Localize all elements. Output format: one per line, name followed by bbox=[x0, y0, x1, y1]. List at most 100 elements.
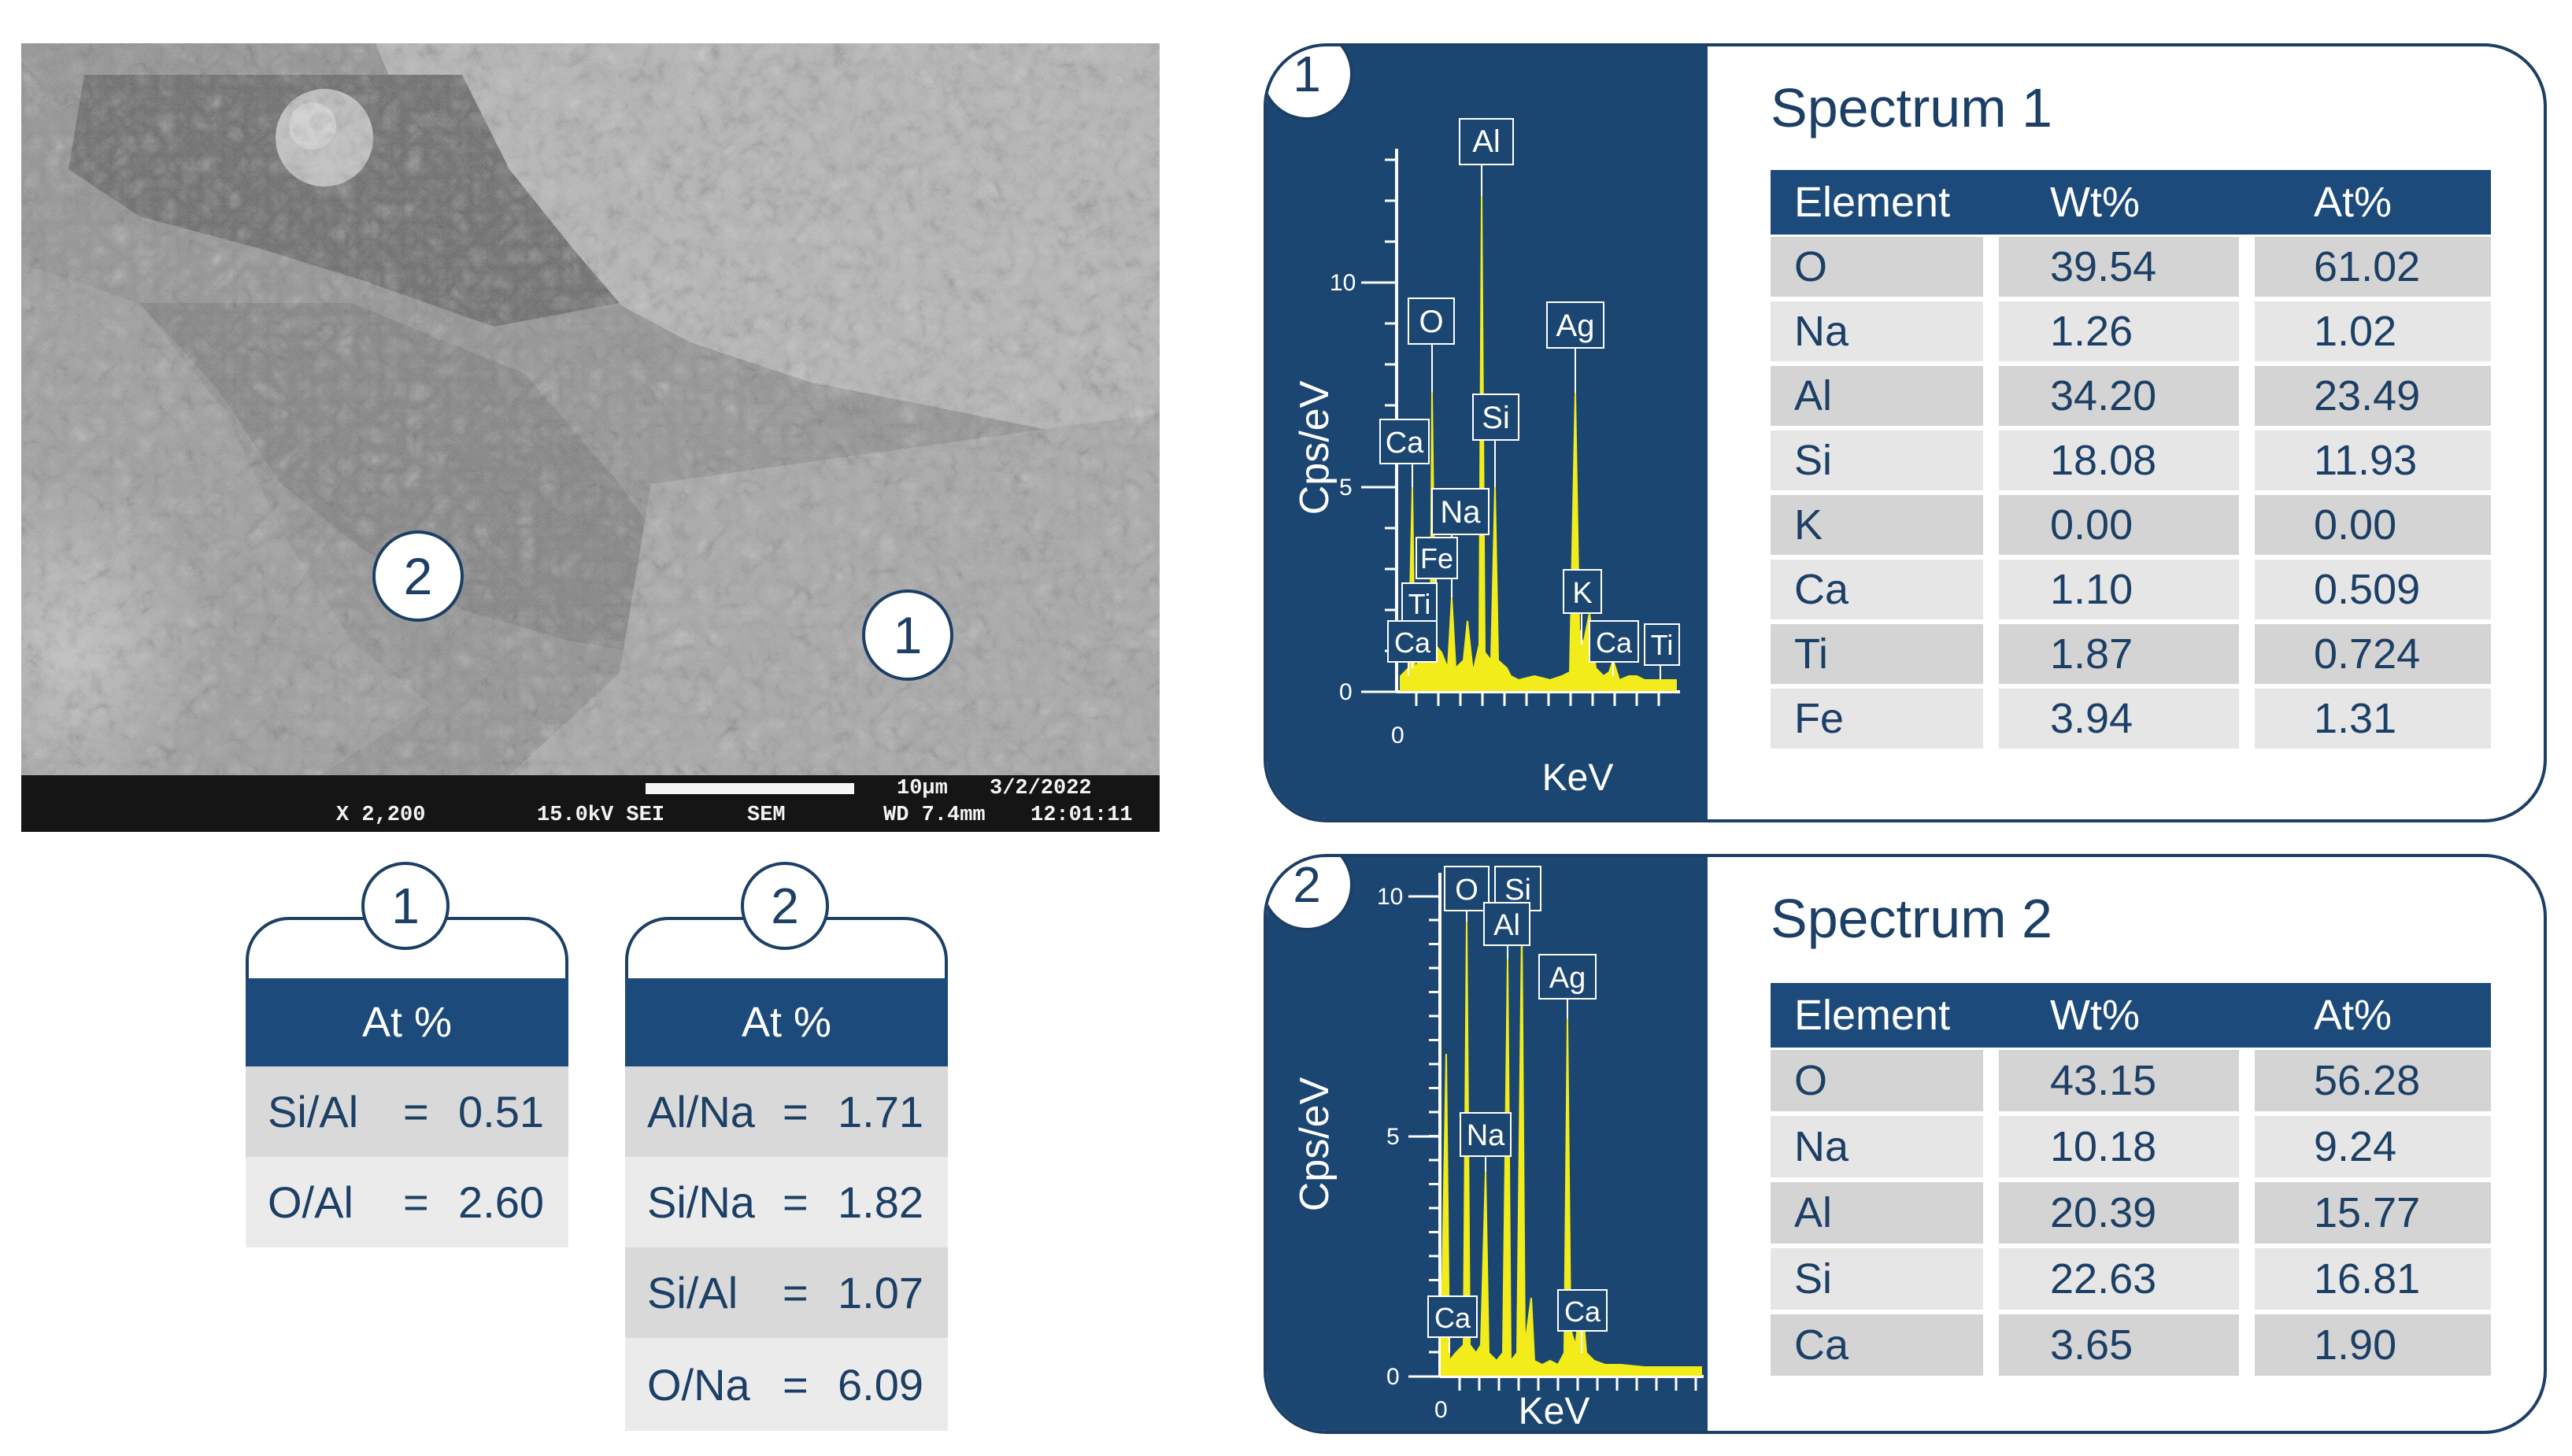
wt-cell: 3.94 bbox=[1999, 689, 2239, 748]
wd-label: WD 7.4mm bbox=[883, 804, 986, 827]
ratio-eq: = bbox=[783, 1359, 809, 1410]
y-tick-label: 0 bbox=[1386, 1364, 1400, 1390]
ratio-table-2-row: O/Na = 6.09 bbox=[625, 1338, 948, 1431]
y-tick-label: 10 bbox=[1330, 270, 1356, 296]
sem-image-texture bbox=[21, 43, 1160, 775]
at-cell: 0.509 bbox=[2255, 560, 2491, 619]
peak-label-na: Na bbox=[1460, 1112, 1512, 1172]
peak-label-o: O bbox=[1444, 866, 1490, 922]
y-tick-label: 5 bbox=[1339, 475, 1353, 501]
at-cell: 9.24 bbox=[2255, 1116, 2491, 1177]
ratio-label: O/Na bbox=[647, 1359, 750, 1410]
ratio-value: 1.71 bbox=[838, 1087, 923, 1136]
svg-text:Ag: Ag bbox=[1549, 962, 1586, 995]
x-axis-label: KeV bbox=[1542, 757, 1614, 799]
svg-text:Ti: Ti bbox=[1651, 629, 1674, 661]
at-cell: 1.31 bbox=[2255, 689, 2491, 748]
peak-label-ag: Ag bbox=[1538, 954, 1597, 1018]
element-cell: Fe bbox=[1771, 689, 1983, 748]
ratio-value: 6.09 bbox=[838, 1359, 923, 1410]
ratio-label: O/Al bbox=[268, 1177, 353, 1227]
svg-text:Ca: Ca bbox=[1386, 427, 1424, 460]
y-tick-label: 5 bbox=[1386, 1124, 1400, 1150]
spectrum-1-card: 10 5 0 0 KeV Cps/eV Al O Ag bbox=[1264, 43, 2547, 822]
svg-text:O: O bbox=[1455, 874, 1478, 907]
spectrum-1-plot: 10 5 0 0 KeV Cps/eV Al O Ag bbox=[1292, 118, 1680, 799]
at-cell: 15.77 bbox=[2255, 1182, 2491, 1244]
ratio-table-2-header: At % bbox=[625, 978, 948, 1066]
svg-text:Si: Si bbox=[1482, 401, 1510, 435]
y-axis-label: Cps/eV bbox=[1292, 380, 1338, 515]
svg-text:Ti: Ti bbox=[1408, 588, 1431, 620]
peak-label-ca-2: Ca bbox=[1387, 620, 1438, 676]
ratio-value: 1.07 bbox=[838, 1268, 923, 1317]
svg-text:Na: Na bbox=[1467, 1119, 1505, 1152]
y-axis-label: Cps/eV bbox=[1292, 1077, 1338, 1211]
header-element: Element bbox=[1794, 992, 1951, 1039]
svg-text:Ag: Ag bbox=[1556, 309, 1595, 343]
mag-label: X 2,200 bbox=[336, 804, 426, 827]
svg-text:Ca: Ca bbox=[1564, 1295, 1601, 1328]
svg-text:Ca: Ca bbox=[1394, 626, 1431, 659]
spectrum-2-trace bbox=[1441, 919, 1702, 1376]
peak-label-na: Na bbox=[1431, 488, 1490, 597]
at-cell: 0.00 bbox=[2255, 495, 2491, 555]
y-tick-label: 10 bbox=[1377, 884, 1403, 910]
peak-label-ca-3: Ca bbox=[1589, 620, 1639, 676]
ratio-value: 2.60 bbox=[458, 1177, 544, 1227]
ratio-label: Si/Na bbox=[647, 1177, 755, 1227]
ratio-table-1-header: At % bbox=[246, 978, 568, 1066]
wt-cell: 18.08 bbox=[1999, 431, 2239, 490]
wt-cell: 1.10 bbox=[1999, 560, 2239, 619]
peak-label-fe: Fe bbox=[1416, 537, 1458, 645]
ratio-eq: = bbox=[783, 1268, 809, 1317]
peak-label-si: Si bbox=[1472, 394, 1519, 487]
table-header: Element Wt% At% bbox=[1771, 983, 2491, 1048]
wt-cell: 0.00 bbox=[1999, 495, 2239, 555]
wt-cell: 1.26 bbox=[1999, 301, 2239, 361]
wt-cell: 22.63 bbox=[1999, 1248, 2239, 1310]
table-header: Element Wt% At% bbox=[1771, 170, 2491, 235]
wt-cell: 39.54 bbox=[1999, 237, 2239, 297]
at-cell: 1.02 bbox=[2255, 301, 2491, 361]
spectrum-2-title: Spectrum 2 bbox=[1771, 888, 2052, 949]
at-cell: 1.90 bbox=[2255, 1314, 2491, 1376]
ratio-label: Si/Al bbox=[268, 1087, 359, 1136]
svg-text:O: O bbox=[1419, 305, 1443, 339]
at-cell: 23.49 bbox=[2255, 366, 2491, 426]
element-cell: K bbox=[1771, 495, 1983, 555]
spectrum-1-trace bbox=[1400, 195, 1677, 691]
element-cell: Na bbox=[1771, 301, 1983, 361]
ratio-eq: = bbox=[783, 1177, 809, 1227]
element-cell: Al bbox=[1771, 1182, 1983, 1244]
ratio-value: 0.51 bbox=[458, 1087, 544, 1136]
ratio-label: Si/Al bbox=[647, 1268, 738, 1317]
wt-cell: 1.87 bbox=[1999, 624, 2239, 684]
peak-label-al: Al bbox=[1459, 118, 1514, 196]
element-cell: Ca bbox=[1771, 1314, 1983, 1376]
element-cell: O bbox=[1771, 1050, 1983, 1111]
ratio-eq: = bbox=[783, 1087, 809, 1136]
at-cell: 56.28 bbox=[2255, 1050, 2491, 1111]
element-cell: O bbox=[1771, 237, 1983, 297]
wt-cell: 3.65 bbox=[1999, 1314, 2239, 1376]
header-wt: Wt% bbox=[2050, 179, 2140, 226]
ratio-table-2-row: Si/Na = 1.82 bbox=[625, 1157, 948, 1247]
peak-label-ti: Ti bbox=[1401, 582, 1438, 668]
wt-cell: 10.18 bbox=[1999, 1116, 2239, 1177]
ratio-eq: = bbox=[403, 1087, 429, 1136]
sem-micrograph: 2 1 10µm 3/2/2022 X 2,200 15.0kV SEI SEM… bbox=[21, 43, 1160, 832]
element-cell: Al bbox=[1771, 366, 1983, 426]
spectrum-1-plot-panel: 10 5 0 0 KeV Cps/eV Al O Ag bbox=[1267, 46, 1708, 819]
svg-text:K: K bbox=[1572, 577, 1592, 610]
peak-label-ca: Ca bbox=[1427, 1295, 1478, 1353]
svg-text:Ca: Ca bbox=[1434, 1302, 1471, 1334]
element-cell: Ti bbox=[1771, 624, 1983, 684]
peak-label-ca-2: Ca bbox=[1557, 1289, 1608, 1353]
x-tick-label: 0 bbox=[1434, 1397, 1448, 1423]
x-axis-label: KeV bbox=[1519, 1391, 1590, 1432]
scale-label: 10µm bbox=[897, 777, 948, 800]
ratio-table-1-row: Si/Al = 0.51 bbox=[246, 1066, 568, 1157]
at-cell: 11.93 bbox=[2255, 431, 2491, 490]
peak-label-o: O bbox=[1408, 297, 1455, 393]
